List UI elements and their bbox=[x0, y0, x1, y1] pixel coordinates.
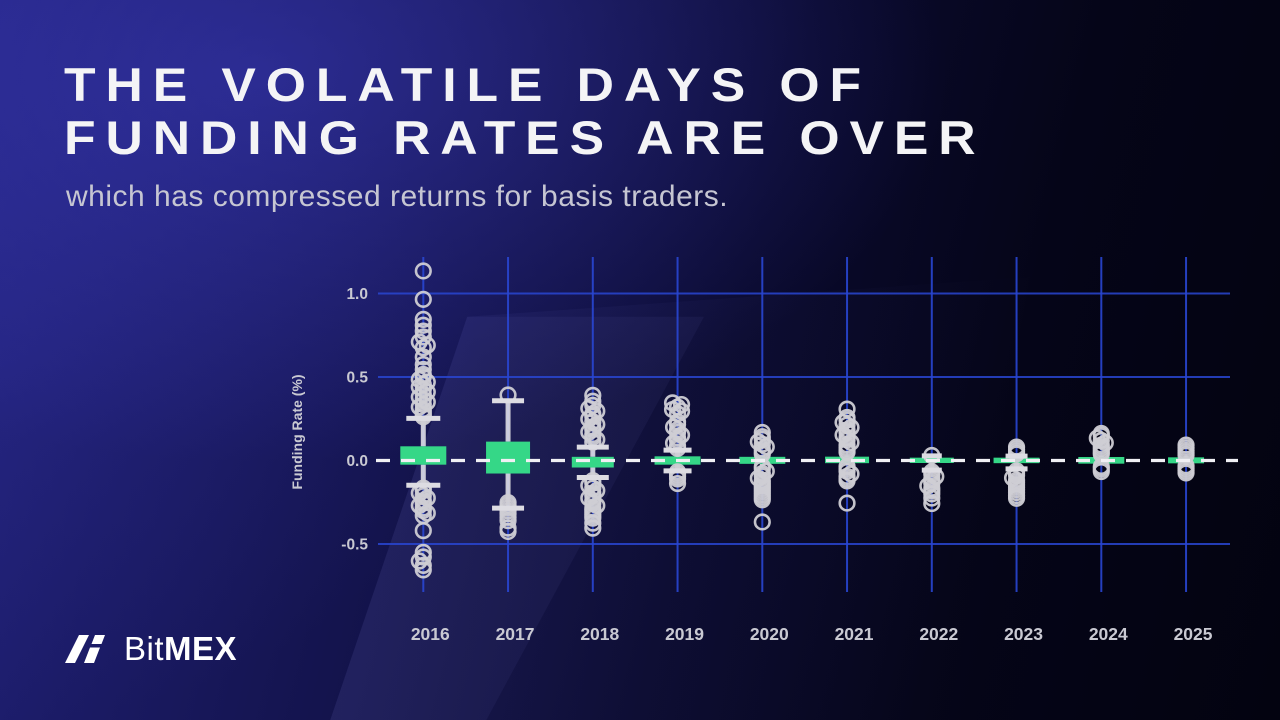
outlier-2016 bbox=[414, 310, 432, 328]
box-2017 bbox=[486, 441, 531, 474]
logo-slash-left bbox=[65, 635, 89, 663]
outlier-2016 bbox=[414, 328, 432, 346]
year-label-2020: 2020 bbox=[750, 624, 789, 644]
outlier-2016 bbox=[414, 262, 432, 280]
outlier-2020 bbox=[753, 491, 771, 509]
year-label-2019: 2019 bbox=[665, 624, 704, 644]
outlier-2016 bbox=[414, 548, 432, 566]
outlier-2017 bbox=[499, 522, 517, 541]
outlier-2016 bbox=[414, 561, 432, 579]
outlier-2018 bbox=[584, 519, 602, 537]
wordmark-bit: Bit bbox=[124, 630, 165, 667]
wordmark-mex: MEX bbox=[164, 630, 238, 667]
outlier-2022 bbox=[923, 494, 941, 513]
outlier-2023 bbox=[1007, 489, 1026, 507]
year-label-2022: 2022 bbox=[919, 624, 958, 644]
bitmex-logo: Bit MEX bbox=[64, 630, 237, 668]
outlier-2020 bbox=[753, 513, 771, 531]
ytick-label-0.5: 0.5 bbox=[346, 370, 368, 387]
year-label-2025: 2025 bbox=[1174, 624, 1213, 644]
outlier-2016 bbox=[410, 552, 428, 570]
ytick-label-0.0: 0.0 bbox=[346, 453, 368, 470]
outlier-2016 bbox=[414, 348, 432, 366]
outlier-2022 bbox=[923, 489, 941, 507]
outlier-2024 bbox=[1092, 462, 1110, 481]
outlier-2016 bbox=[414, 543, 432, 561]
outlier-2016 bbox=[414, 339, 432, 357]
outlier-2025 bbox=[1177, 464, 1195, 482]
bitmex-logo-icon bbox=[65, 635, 105, 663]
outlier-2016 bbox=[414, 290, 432, 308]
page-title: THE VOLATILE DAYS OF FUNDING RATES ARE O… bbox=[64, 58, 986, 164]
ytick-label-1.0: 1.0 bbox=[346, 286, 368, 303]
outlier-2021 bbox=[838, 494, 856, 512]
outlier-2016 bbox=[414, 522, 432, 540]
year-label-2024: 2024 bbox=[1089, 624, 1128, 644]
y-axis-title: Funding Rate (%) bbox=[289, 374, 305, 489]
outlier-2021 bbox=[838, 472, 856, 490]
outlier-2018 bbox=[584, 509, 602, 527]
year-label-2017: 2017 bbox=[496, 624, 535, 644]
subtitle: which has compressed returns for basis t… bbox=[66, 180, 729, 213]
outlier-2017 bbox=[499, 512, 517, 530]
outlier-2019 bbox=[668, 474, 687, 493]
year-label-2018: 2018 bbox=[580, 624, 619, 644]
ytick-label--0.5: -0.5 bbox=[341, 537, 368, 554]
logo-slash-right-top bbox=[91, 635, 105, 644]
outlier-2016 bbox=[410, 370, 428, 389]
title-line-2: FUNDING RATES ARE OVER bbox=[64, 111, 986, 164]
outlier-2018 bbox=[584, 514, 602, 532]
funding-rate-boxplot-svg: 1.0 0.5 0.0 -0.5 Funding Rate (%) 2016 2017 201… bbox=[289, 257, 1238, 644]
year-label-2021: 2021 bbox=[835, 624, 874, 644]
year-label-2016: 2016 bbox=[411, 624, 450, 644]
outlier-2016 bbox=[414, 316, 432, 334]
logo-slash-right-bottom bbox=[84, 647, 100, 663]
year-label-2023: 2023 bbox=[1004, 624, 1043, 644]
bitmex-wordmark: Bit MEX bbox=[124, 630, 237, 668]
funding-rate-chart: 1.0 0.5 0.0 -0.5 Funding Rate (%) 2016 2017 201… bbox=[280, 250, 1260, 660]
title-line-1: THE VOLATILE DAYS OF bbox=[64, 58, 871, 111]
outlier-2016 bbox=[414, 355, 432, 374]
box-2018 bbox=[571, 456, 614, 468]
